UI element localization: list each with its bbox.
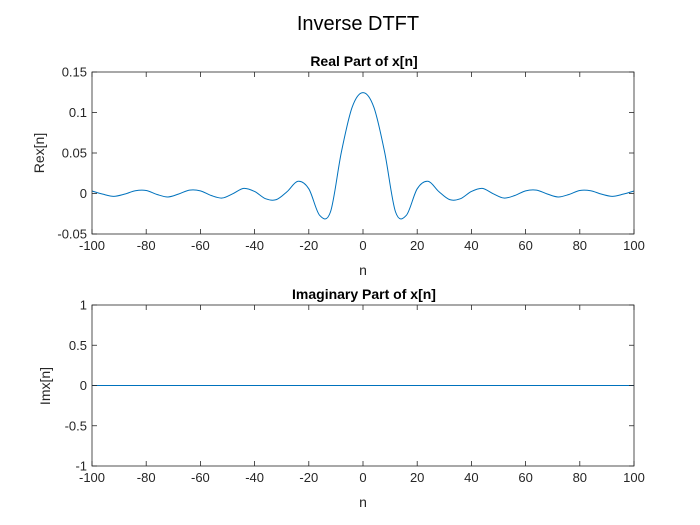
imaginary-part-x-tick-label: -20 [299, 470, 318, 485]
real-part-x-tick-label: -100 [79, 238, 105, 253]
imaginary-part-x-tick-label: -60 [191, 470, 210, 485]
imaginary-part-axes: Imaginary Part of x[n] -100 -80 -60 -40 -20 0… [37, 286, 645, 510]
real-part-x-tick-label: 60 [518, 238, 532, 253]
real-part-y-tick-label: -0.05 [57, 227, 87, 242]
real-part-x-tick-label: -60 [191, 238, 210, 253]
imaginary-part-x-tick-label: -100 [79, 470, 105, 485]
imaginary-part-x-tick-label: 80 [573, 470, 587, 485]
real-part-y-tick-label: 0 [80, 186, 87, 201]
imaginary-part-x-ticks: -100 -80 -60 -40 -20 0 20 40 60 80 100 [79, 305, 645, 485]
real-part-x-label: n [359, 262, 367, 278]
real-part-marks [91, 92, 635, 220]
imaginary-part-x-tick-label: 40 [464, 470, 478, 485]
imaginary-part-y-label: Imx[n] [37, 367, 53, 405]
imaginary-part-x-tick-label: -80 [137, 470, 156, 485]
real-part-x-tick-label: 0 [359, 238, 366, 253]
imaginary-part-x-tick-label: -40 [245, 470, 264, 485]
imaginary-part-y-tick-label: 1 [80, 298, 87, 313]
real-part-y-tick-label: 0.15 [62, 65, 87, 80]
imaginary-part-x-tick-label: 0 [359, 470, 366, 485]
imaginary-part-y-tick-label: 0 [80, 378, 87, 393]
real-part-x-tick-label: 20 [410, 238, 424, 253]
real-part-plot-area [92, 72, 634, 234]
real-part-x-tick-label: 40 [464, 238, 478, 253]
imaginary-part-y-ticks: -1 -0.5 0 0.5 1 [65, 298, 634, 474]
real-part-x-tick-label: 100 [623, 238, 645, 253]
imaginary-part-y-tick-label: -0.5 [65, 418, 87, 433]
real-part-x-tick-label: -80 [137, 238, 156, 253]
real-part-axes: Real Part of x[n] -100 -80 -60 -40 -20 0 20 40 6… [31, 53, 645, 278]
real-part-y-tick-label: 0.05 [62, 146, 87, 161]
imaginary-part-y-tick-label: 0.5 [69, 338, 87, 353]
real-part-x-ticks: -100 -80 -60 -40 -20 0 20 40 60 80 100 [79, 72, 645, 253]
real-part-title: Real Part of x[n] [310, 53, 417, 69]
imaginary-part-x-tick-label: 100 [623, 470, 645, 485]
imaginary-part-x-tick-label: 60 [518, 470, 532, 485]
real-part-x-tick-label: 80 [573, 238, 587, 253]
real-part-x-tick-label: -40 [245, 238, 264, 253]
real-part-y-tick-label: 0.1 [69, 105, 87, 120]
real-part-x-tick-label: -20 [299, 238, 318, 253]
imaginary-part-title: Imaginary Part of x[n] [292, 286, 436, 302]
real-part-series-line [91, 92, 635, 220]
real-part-y-ticks: -0.05 0 0.05 0.1 0.15 [57, 65, 634, 242]
imaginary-part-x-label: n [359, 494, 367, 510]
imaginary-part-y-tick-label: -1 [75, 459, 87, 474]
figure-title: Inverse DTFT [297, 13, 419, 35]
imaginary-part-x-tick-label: 20 [410, 470, 424, 485]
real-part-y-label: Rex[n] [31, 133, 47, 173]
